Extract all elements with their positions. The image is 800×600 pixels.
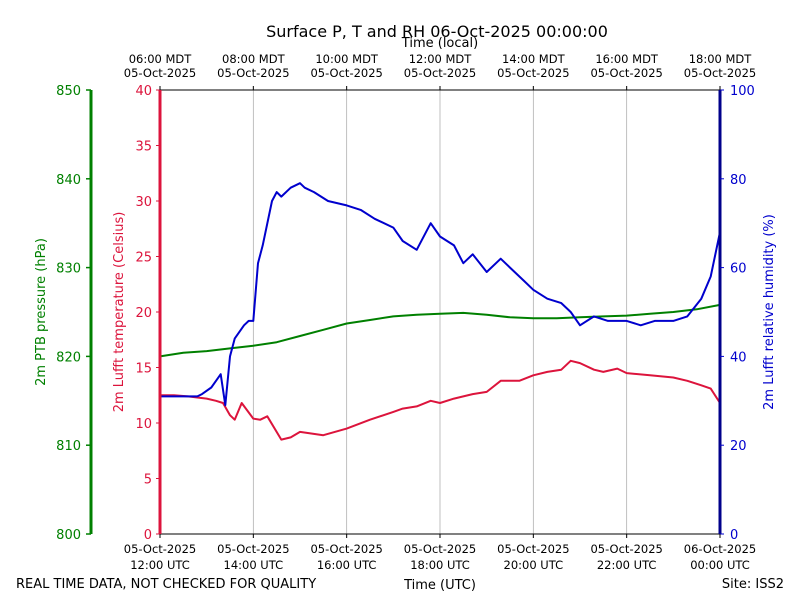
bottom-tick-time: 22:00 UTC <box>597 558 657 572</box>
pressure-tick-label: 840 <box>56 173 81 188</box>
axes <box>86 86 724 538</box>
temperature-tick-label: 40 <box>135 84 152 99</box>
top-tick-time: 12:00 MDT <box>409 52 473 66</box>
top-axis-label: Time (local) <box>401 36 478 51</box>
pressure-tick-label: 830 <box>56 262 81 277</box>
pressure-axis-label: 2m PTB pressure (hPa) <box>34 238 49 386</box>
chart-title: Surface P, T and RH 06-Oct-2025 00:00:00 <box>266 22 608 41</box>
humidity-series-line <box>160 182 721 407</box>
bottom-tick-time: 16:00 UTC <box>317 558 377 572</box>
top-tick-date: 05-Oct-2025 <box>404 66 476 80</box>
temperature-tick-label: 0 <box>144 528 152 543</box>
temperature-tick-label: 30 <box>135 195 152 210</box>
temperature-tick-label: 10 <box>135 417 152 432</box>
top-tick-date: 05-Oct-2025 <box>217 66 289 80</box>
humidity-tick-label: 100 <box>730 84 755 99</box>
temperature-tick-label: 15 <box>135 362 152 377</box>
bottom-tick-time: 18:00 UTC <box>410 558 470 572</box>
top-tick-date: 05-Oct-2025 <box>310 66 382 80</box>
top-tick-time: 06:00 MDT <box>129 52 193 66</box>
top-tick-date: 05-Oct-2025 <box>684 66 756 80</box>
top-tick-date: 05-Oct-2025 <box>497 66 569 80</box>
bottom-tick-date: 06-Oct-2025 <box>684 542 756 556</box>
bottom-tick-date: 05-Oct-2025 <box>404 542 476 556</box>
humidity-tick-label: 20 <box>730 439 747 454</box>
bottom-tick-time: 12:00 UTC <box>130 558 190 572</box>
bottom-tick-date: 05-Oct-2025 <box>497 542 569 556</box>
bottom-tick-time: 00:00 UTC <box>690 558 750 572</box>
temperature-tick-label: 25 <box>135 251 152 266</box>
humidity-tick-label: 80 <box>730 173 747 188</box>
humidity-tick-label: 0 <box>730 528 738 543</box>
top-tick-time: 10:00 MDT <box>315 52 379 66</box>
temperature-tick-label: 35 <box>135 140 152 155</box>
bottom-tick-time: 14:00 UTC <box>224 558 284 572</box>
humidity-tick-label: 60 <box>730 262 747 277</box>
top-tick-time: 08:00 MDT <box>222 52 286 66</box>
grid-lines <box>159 90 721 534</box>
pressure-tick-label: 810 <box>56 439 81 454</box>
pressure-tick-label: 850 <box>56 84 81 99</box>
top-tick-date: 05-Oct-2025 <box>590 66 662 80</box>
pressure-series-line <box>159 303 721 358</box>
quality-note: REAL TIME DATA, NOT CHECKED FOR QUALITY <box>16 577 316 592</box>
top-tick-date: 05-Oct-2025 <box>124 66 196 80</box>
temperature-series-line <box>160 359 721 441</box>
bottom-tick-time: 20:00 UTC <box>504 558 564 572</box>
pressure-tick-label: 820 <box>56 350 81 365</box>
humidity-axis-label: 2m Lufft relative humidity (%) <box>762 214 777 410</box>
site-label: Site: ISS2 <box>722 577 784 592</box>
bottom-axis-label: Time (UTC) <box>403 578 476 593</box>
data-series <box>159 182 721 441</box>
temperature-tick-label: 5 <box>144 473 152 488</box>
tick-labels: 0 5 10 15 20 25 30 35 40 800 810 820 830 840 850 0 20 40 6… <box>56 52 756 572</box>
temperature-axis-label: 2m Lufft temperature (Celsius) <box>112 212 127 413</box>
bottom-tick-date: 05-Oct-2025 <box>310 542 382 556</box>
top-tick-time: 14:00 MDT <box>502 52 566 66</box>
pressure-tick-label: 800 <box>56 528 81 543</box>
bottom-tick-date: 05-Oct-2025 <box>124 542 196 556</box>
top-tick-time: 18:00 MDT <box>689 52 753 66</box>
top-tick-time: 16:00 MDT <box>595 52 659 66</box>
humidity-tick-label: 40 <box>730 350 747 365</box>
bottom-tick-date: 05-Oct-2025 <box>590 542 662 556</box>
bottom-tick-date: 05-Oct-2025 <box>217 542 289 556</box>
temperature-tick-label: 20 <box>135 306 152 321</box>
